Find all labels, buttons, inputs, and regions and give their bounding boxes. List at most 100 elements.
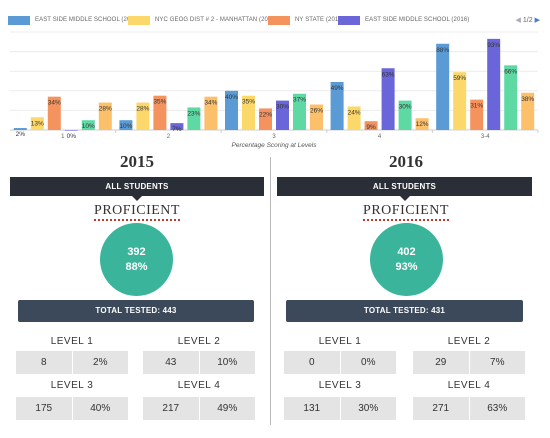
bar [259,108,272,130]
legend-swatch [128,15,150,25]
level-percent: 10% [199,351,255,374]
total-tested-bar: TOTAL TESTED: 443 [18,300,254,322]
level-3-title: LEVEL 3 [50,380,94,391]
level-count: 29 [413,351,469,374]
data-label: 28% [99,106,112,113]
bar [347,106,361,130]
data-label: 2% [16,131,26,138]
group-header-notch [399,196,410,201]
level-count: 43 [143,351,199,374]
group-label: ALL STUDENTS [105,182,169,191]
proficient-circle: 392 88% [100,223,173,296]
level-2-title: LEVEL 2 [447,336,491,347]
legend-label: EAST SIDE MIDDLE SCHOOL (2015) [35,17,140,23]
legend-swatch [8,15,30,25]
level-percent: 49% [199,397,255,420]
proficient-count: 402 [397,245,416,258]
data-label: 35% [153,99,166,106]
level-count: 271 [413,397,469,420]
level-1-row: 0 0% [284,351,396,374]
data-label: 28% [136,106,149,113]
level-2-row: 43 10% [143,351,255,374]
next-page-icon[interactable]: ▶ [534,17,540,24]
proficient-label: PROFICIENT [363,203,449,221]
data-label: 23% [187,110,200,117]
legend-item-ny-state-2015[interactable]: NY STATE (2015) [268,13,344,27]
bar [310,104,323,130]
bar [293,93,306,130]
level-percent: 7% [469,351,525,374]
group-header: ALL STUDENTS [10,177,264,201]
legend-label: NYC GEOG DIST # 2 - MANHATTAN (2015) [155,17,277,23]
group-label: ALL STUDENTS [372,182,437,191]
level-count: 0 [284,351,340,374]
bar [276,100,289,130]
data-label: 7% [172,126,182,133]
level-3-title: LEVEL 3 [318,380,362,391]
x-tick-label: 4 [378,134,382,140]
bar [81,120,95,130]
bar [242,95,255,130]
bar [64,130,78,131]
chart-legend: EAST SIDE MIDDLE SCHOOL (2015) NYC GEOG … [8,13,548,27]
data-label: 31% [470,103,483,110]
x-axis-title: Percentage Scoring at Levels [232,142,318,149]
legend-pager: ◀ 1/2 ▶ [515,13,540,27]
legend-label: EAST SIDE MIDDLE SCHOOL (2016) [365,17,470,23]
level-percent: 0% [340,351,396,374]
level-percent: 2% [72,351,128,374]
level-1-title: LEVEL 1 [50,336,94,347]
data-label: 13% [31,120,44,127]
bar [225,90,238,130]
bar [521,92,535,130]
data-label: 63% [382,71,395,78]
bar [153,95,167,130]
level-2-row: 29 7% [413,351,525,374]
x-tick-label: 3-4 [481,134,490,140]
bar [13,128,27,130]
data-label: 37% [293,97,306,104]
total-tested-bar: TOTAL TESTED: 431 [286,300,523,322]
data-label: 30% [399,104,412,111]
data-label: 38% [521,96,534,103]
data-label: 35% [242,99,255,106]
proficient-heading: PROFICIENT [346,203,466,221]
bar [436,43,450,130]
data-label: 26% [310,108,323,115]
bar [504,65,518,130]
data-label: 34% [48,100,61,107]
level-count: 217 [143,397,199,420]
legend-item-nyc-district-2015[interactable]: NYC GEOG DIST # 2 - MANHATTAN (2015) [128,13,277,27]
level-1-row: 8 2% [16,351,128,374]
bar [330,81,344,130]
legend-item-east-side-2015[interactable]: EAST SIDE MIDDLE SCHOOL (2015) [8,13,139,27]
data-label: 66% [504,68,517,75]
bar [487,38,501,130]
bar [364,121,378,130]
group-header-notch [132,196,142,201]
bar [204,96,218,130]
level-percent: 40% [72,397,128,420]
legend-swatch [338,15,360,25]
data-label: 0% [67,133,77,140]
level-percent: 63% [469,397,525,420]
level-4-row: 271 63% [413,397,525,420]
data-label: 24% [348,109,361,116]
bar [187,107,201,130]
level-3-row: 175 40% [16,397,128,420]
data-label: 12% [416,121,429,128]
bar [398,100,412,130]
prev-page-icon[interactable]: ◀ [515,17,521,24]
level-count: 8 [16,351,72,374]
bar [381,68,395,130]
bar [30,117,44,130]
x-tick-label: 2 [167,134,171,140]
bar-chart: 2%13%34%0%10%28%110%28%35%7%23%34%240%35… [10,31,539,149]
proficient-label: PROFICIENT [94,203,180,221]
proficient-count: 392 [127,245,146,258]
panel-divider [270,157,271,425]
data-label: 59% [453,75,466,82]
bar [98,102,112,130]
data-label: 40% [225,94,238,101]
legend-item-east-side-2016[interactable]: EAST SIDE MIDDLE SCHOOL (2016) [338,13,469,27]
